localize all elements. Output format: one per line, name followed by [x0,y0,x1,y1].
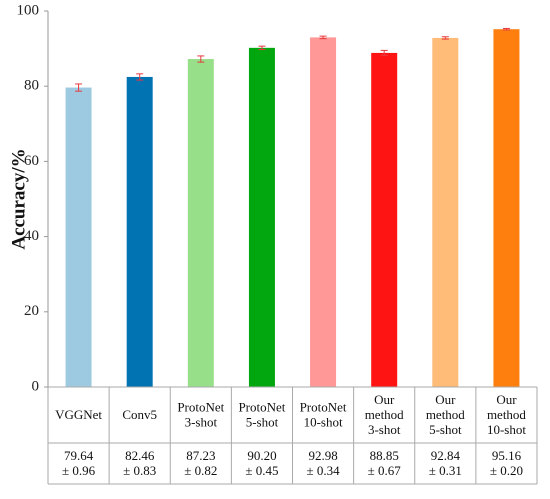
y-tick-label: 100 [17,2,40,18]
category-label-line: ProtoNet [238,400,285,415]
category-label-line: Our [496,392,517,407]
category-label-line: 3-shot [185,415,218,430]
y-tick-label: 80 [24,78,39,94]
value-label: 82.46 ± 0.83 [123,448,156,478]
category-label: Our method 5-shot [426,392,465,437]
y-tick-label: 20 [24,303,39,319]
category-label: Conv5 [122,407,157,422]
category-label-line: 3-shot [368,422,401,437]
value-label-line: 92.84 [431,448,461,463]
category-label-line: 10-shot [487,422,526,437]
category-label: ProtoNet 10-shot [300,400,347,430]
category-label: Our method 10-shot [487,392,526,437]
category-label: ProtoNet 3-shot [177,400,224,430]
bar [310,37,337,387]
value-label-line: ± 0.83 [123,463,156,478]
value-label-line: 88.85 [370,448,399,463]
value-label-line: 92.98 [308,448,337,463]
category-label-line: 10-shot [304,415,343,430]
bar [65,87,92,388]
category-label-line: Conv5 [122,407,157,422]
category-label: Our method 3-shot [365,392,404,437]
value-label-line: 79.64 [64,448,94,463]
category-label-line: method [426,407,465,422]
y-axis: 0 20 40 60 80 100 [17,2,49,394]
bar [187,59,214,388]
value-label-line: 95.16 [492,448,522,463]
category-label-line: 5-shot [246,415,279,430]
category-label-line: ProtoNet [177,400,224,415]
value-label-line: ± 0.82 [184,463,217,478]
value-label-line: ± 0.96 [62,463,96,478]
category-label-line: VGGNet [55,407,102,422]
bar [371,52,398,387]
value-label-line: 82.46 [125,448,155,463]
category-label: VGGNet [55,407,102,422]
value-label: 88.85 ± 0.67 [368,448,402,478]
y-tick-label: 0 [32,378,40,394]
value-label-line: ± 0.67 [368,463,402,478]
category-label-line: method [365,407,404,422]
bars [65,27,520,388]
value-label: 87.23 ± 0.82 [184,448,217,478]
value-label: 92.84 ± 0.31 [429,448,462,478]
category-label-line: ProtoNet [300,400,347,415]
y-axis-label: Accuracy/% [8,148,29,249]
bar [126,76,153,387]
value-label: 90.20 ± 0.45 [245,448,278,478]
value-label-line: 90.20 [247,448,276,463]
value-label-line: 87.23 [186,448,215,463]
category-label: ProtoNet 5-shot [238,400,285,430]
bar [432,37,459,387]
category-label-line: method [487,407,526,422]
category-label-line: 5-shot [429,422,462,437]
y-tick-label: 60 [24,153,39,169]
value-label-line: ± 0.45 [245,463,278,478]
value-label-line: ± 0.31 [429,463,462,478]
category-label-line: Our [435,392,456,407]
value-label: 95.16 ± 0.20 [490,448,523,478]
value-label: 92.98 ± 0.34 [306,448,340,478]
bar [248,47,275,388]
y-tick-label: 40 [24,228,39,244]
value-label-line: ± 0.20 [490,463,523,478]
value-label-line: ± 0.34 [306,463,340,478]
value-label: 79.64 ± 0.96 [62,448,96,478]
bar [493,29,520,388]
category-label-line: Our [374,392,395,407]
